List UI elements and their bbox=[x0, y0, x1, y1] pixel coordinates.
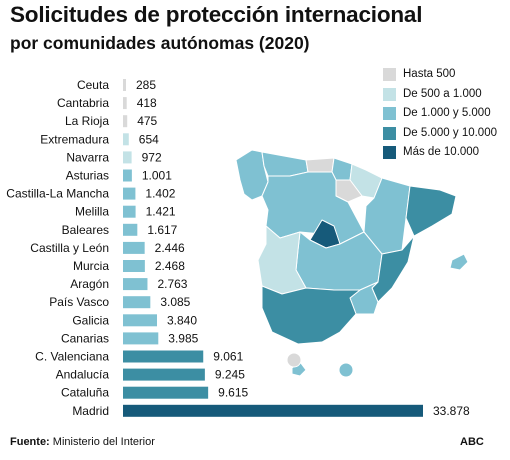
bar-c-valenciana bbox=[123, 350, 204, 363]
bar-baleares bbox=[123, 223, 138, 236]
category-label-cantabria: Cantabria bbox=[57, 96, 109, 110]
legend-swatch bbox=[383, 126, 396, 140]
bar-cataluna bbox=[123, 386, 209, 399]
value-label-c-valenciana: 9.061 bbox=[213, 350, 243, 364]
chart-subtitle: por comunidades autónomas (2020) bbox=[10, 33, 310, 53]
bar-murcia bbox=[123, 260, 145, 272]
value-label-extremadura: 654 bbox=[139, 132, 159, 146]
source-text: Ministerio del Interior bbox=[52, 436, 155, 448]
map-region-cantabria bbox=[305, 157, 335, 173]
legend-label: Hasta 500 bbox=[403, 68, 456, 80]
value-label-galicia: 3.840 bbox=[167, 313, 197, 327]
map-region-ceuta bbox=[286, 352, 302, 368]
legend-label: Más de 10.000 bbox=[403, 146, 480, 158]
bar-andalucia bbox=[123, 368, 205, 381]
category-label-extremadura: Extremadura bbox=[40, 132, 109, 146]
bar-canarias bbox=[123, 332, 159, 345]
bar-asturias bbox=[123, 169, 132, 182]
legend-swatch bbox=[383, 107, 396, 120]
value-label-cataluna: 9.615 bbox=[218, 386, 248, 400]
value-label-navarra: 972 bbox=[142, 150, 162, 164]
bar-navarra bbox=[123, 151, 132, 164]
category-label-melilla: Melilla bbox=[75, 205, 109, 219]
legend-swatch bbox=[383, 87, 396, 101]
value-label-asturias: 1.001 bbox=[142, 169, 172, 183]
value-label-madrid: 33.878 bbox=[433, 404, 470, 418]
bar-pais-vasco bbox=[123, 296, 151, 309]
bar-la-rioja bbox=[123, 115, 128, 128]
value-label-melilla: 1.421 bbox=[146, 205, 176, 219]
map-region-pais-vasco bbox=[331, 157, 353, 181]
bar-cantabria bbox=[123, 97, 127, 110]
category-label-madrid: Madrid bbox=[72, 404, 109, 418]
map-region-cataluna bbox=[405, 185, 457, 237]
map-region-andalucia bbox=[261, 285, 361, 345]
category-label-la-rioja: La Rioja bbox=[65, 114, 109, 128]
category-label-pais-vasco: País Vasco bbox=[49, 295, 109, 309]
category-label-navarra: Navarra bbox=[66, 150, 109, 164]
value-label-pais-vasco: 3.085 bbox=[160, 295, 190, 309]
category-label-galicia: Galicia bbox=[72, 313, 109, 327]
map-region-melilla bbox=[338, 362, 354, 378]
footer-source: Fuente: Ministerio del Interior bbox=[10, 436, 155, 448]
category-label-cataluna: Cataluña bbox=[61, 386, 109, 400]
value-label-andalucia: 9.245 bbox=[215, 368, 245, 382]
legend-label: De 500 a 1.000 bbox=[403, 87, 482, 100]
bar-castilla-y-leon bbox=[123, 241, 145, 254]
category-label-asturias: Asturias bbox=[66, 169, 109, 183]
bar-ceuta bbox=[123, 79, 126, 91]
source-label: Fuente: bbox=[10, 436, 50, 448]
map-region-baleares bbox=[449, 253, 469, 271]
value-label-baleares: 1.617 bbox=[147, 223, 177, 237]
bar-castilla-la-mancha bbox=[123, 187, 136, 200]
bar-madrid bbox=[123, 404, 423, 417]
category-label-castilla-la-mancha: Castilla-La Mancha bbox=[6, 187, 109, 201]
category-label-baleares: Baleares bbox=[62, 223, 109, 237]
legend-swatch bbox=[383, 68, 396, 81]
category-label-c-valenciana: C. Valenciana bbox=[35, 350, 109, 364]
value-label-aragon: 2.763 bbox=[157, 277, 187, 291]
map-region-asturias bbox=[261, 151, 309, 177]
value-label-la-rioja: 475 bbox=[137, 114, 157, 128]
value-label-castilla-y-leon: 2.446 bbox=[155, 241, 185, 255]
bar-aragon bbox=[123, 278, 148, 291]
legend-label: De 1.000 y 5.000 bbox=[403, 107, 491, 119]
value-label-cantabria: 418 bbox=[137, 96, 157, 110]
legend-label: De 5.000 y 10.000 bbox=[403, 126, 497, 139]
brand-label: ABC bbox=[460, 436, 484, 448]
value-label-canarias: 3.985 bbox=[168, 331, 198, 345]
bar-melilla bbox=[123, 205, 136, 218]
category-label-murcia: Murcia bbox=[73, 259, 109, 273]
value-label-castilla-la-mancha: 1.402 bbox=[145, 187, 175, 201]
chart-title: Solicitudes de protección internacional bbox=[10, 2, 423, 27]
category-label-andalucia: Andalucía bbox=[56, 368, 110, 382]
legend-swatch bbox=[383, 146, 396, 159]
value-label-ceuta: 285 bbox=[136, 78, 156, 92]
value-label-murcia: 2.468 bbox=[155, 259, 185, 273]
category-label-ceuta: Ceuta bbox=[77, 78, 109, 92]
category-label-canarias: Canarias bbox=[61, 331, 109, 345]
bar-galicia bbox=[123, 314, 158, 327]
bar-extremadura bbox=[123, 133, 129, 146]
category-label-aragon: Aragón bbox=[70, 277, 109, 291]
category-label-castilla-y-leon: Castilla y León bbox=[30, 241, 109, 255]
